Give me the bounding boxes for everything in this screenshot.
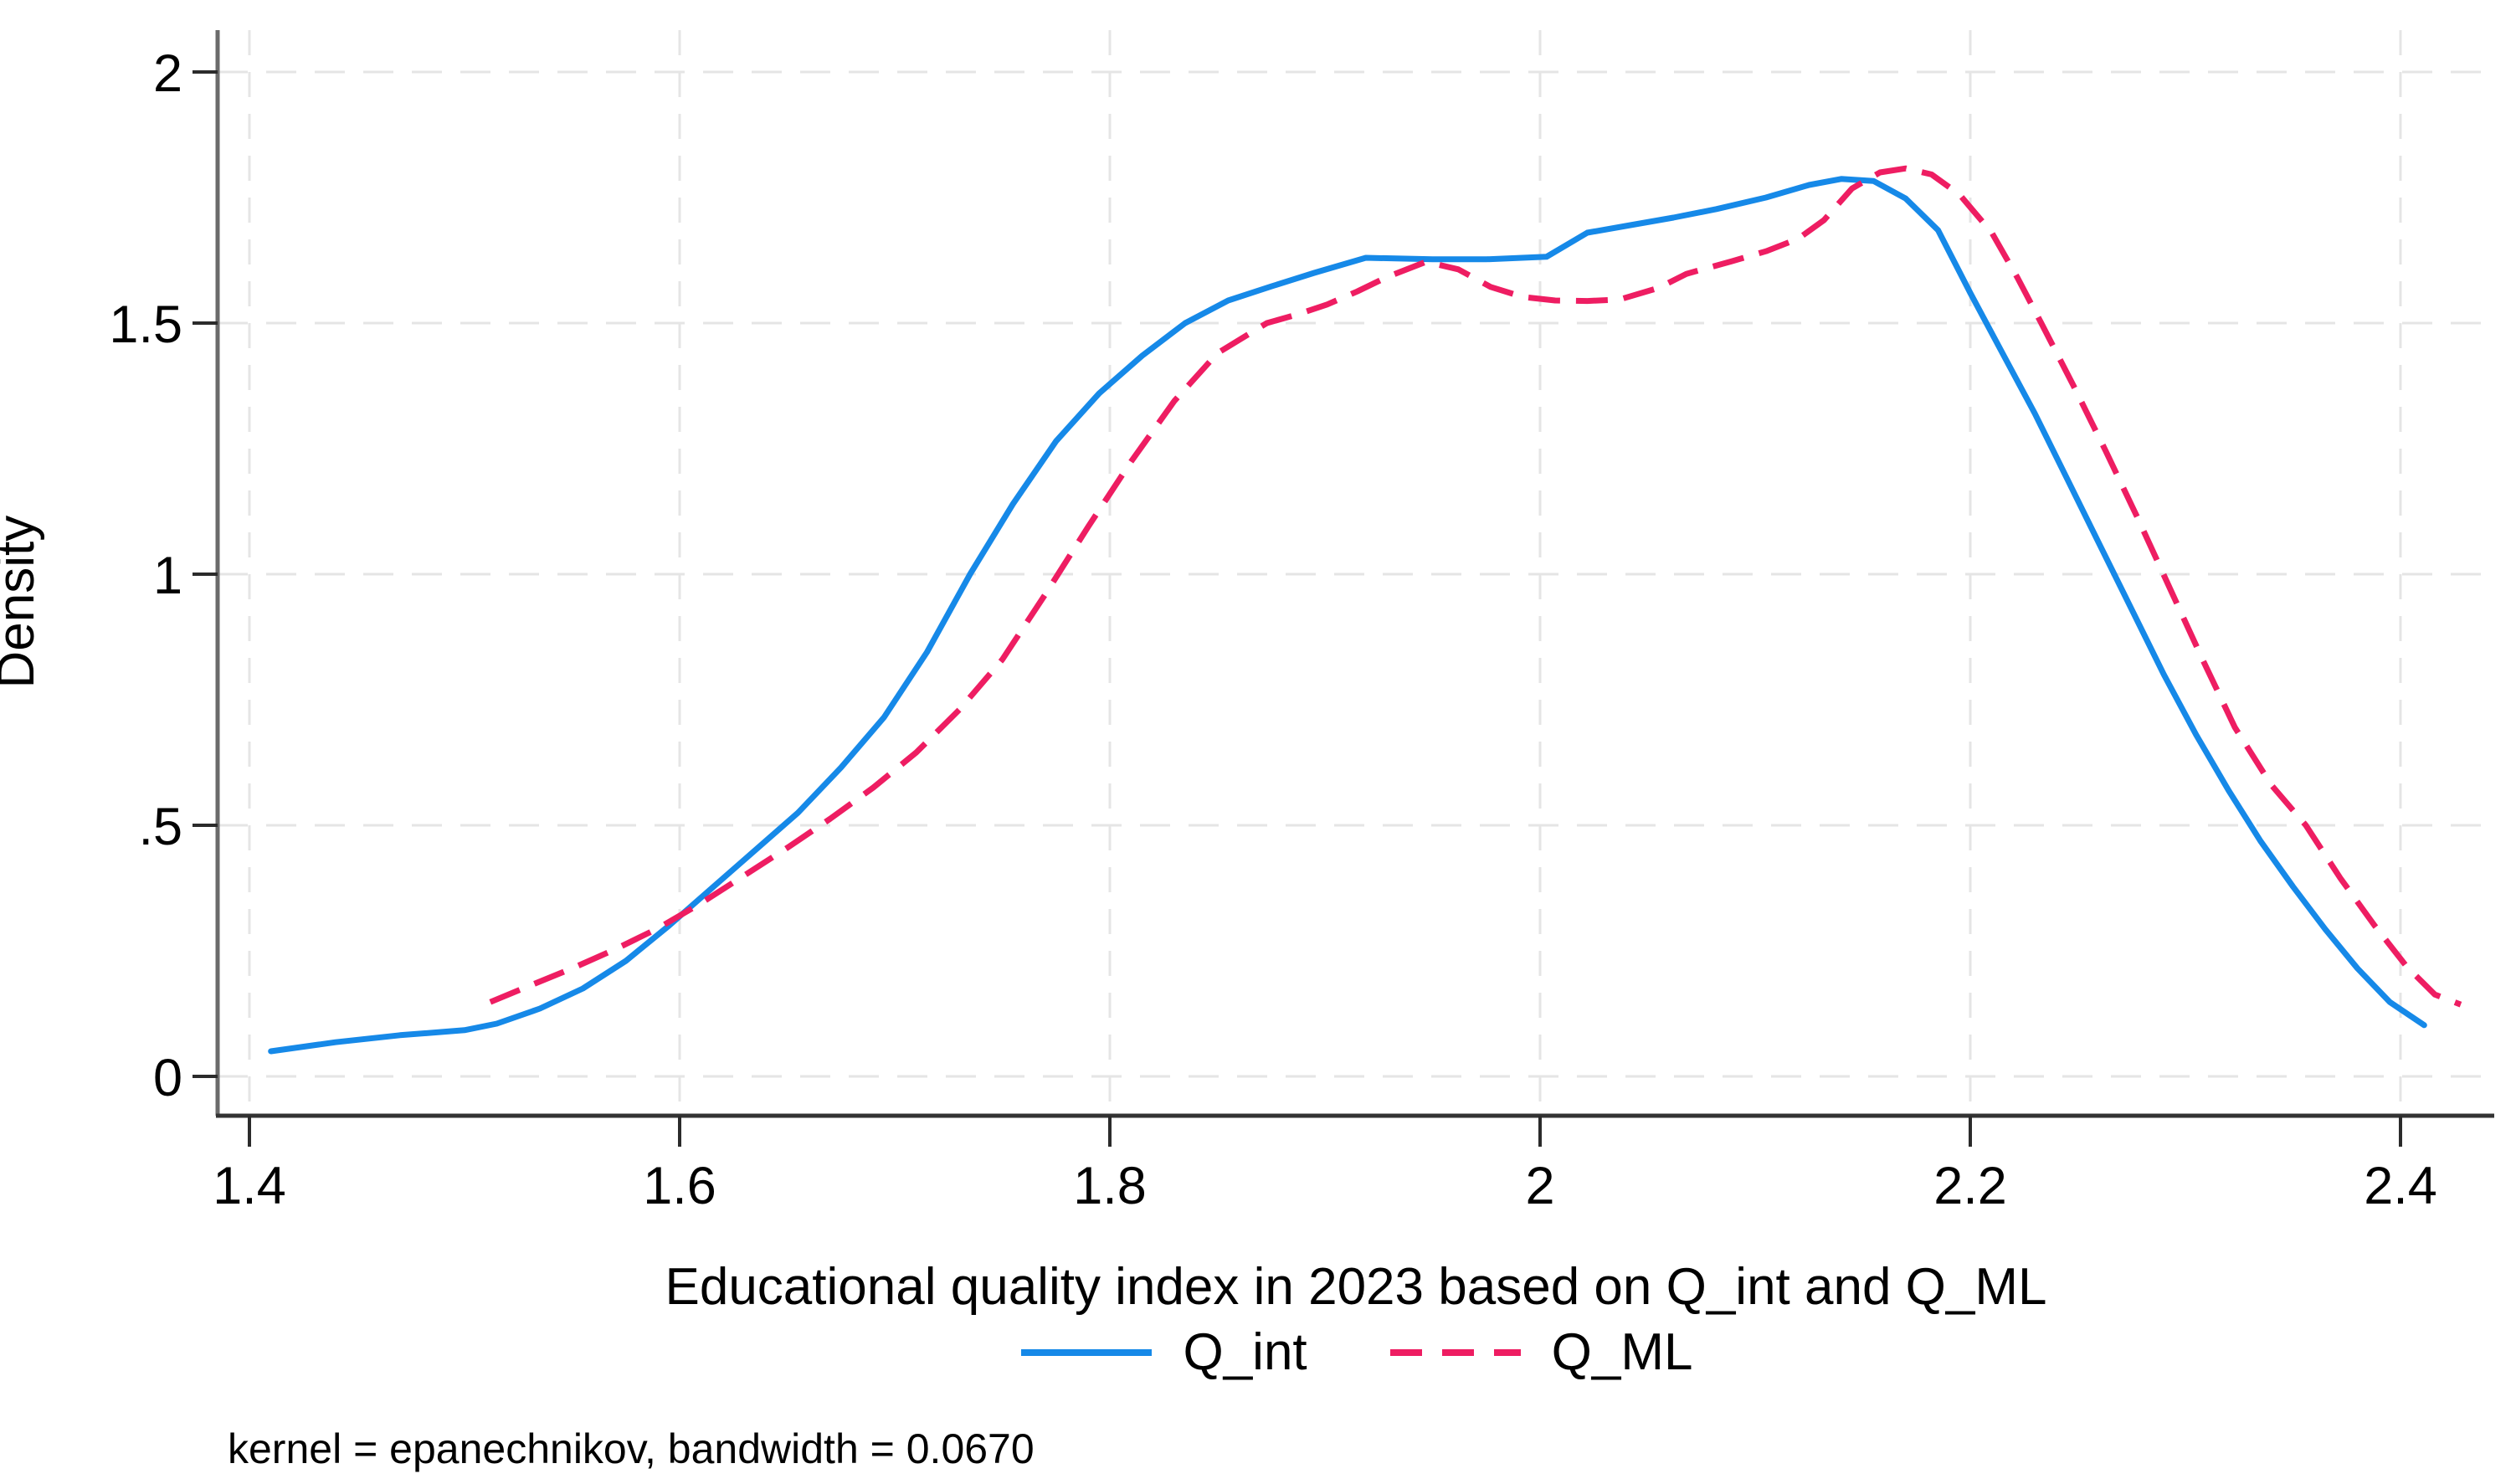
legend-item-q-int: Q_int [1019,1327,1307,1379]
x-tick-label: 1.4 [213,1157,286,1215]
x-tick-label: 2.4 [2364,1157,2437,1215]
y-tick-label: 1.5 [109,295,182,354]
y-tick-label: 1 [153,547,182,605]
q-ml-dashed-line-icon [1389,1349,1521,1356]
gridlines [218,30,2494,1116]
legend-item-q-ml: Q_ML [1388,1327,1693,1379]
legend-label-q-ml: Q_ML [1551,1323,1693,1381]
x-tick-labels: 1.4 1.6 1.8 2 2.2 2.4 [213,1157,2437,1215]
x-tick-label: 1.8 [1073,1157,1147,1215]
y-axis-title: Density [0,515,45,689]
tick-marks [193,70,2402,1147]
x-tick-label: 1.6 [643,1157,716,1215]
y-tick-label: .5 [138,798,182,856]
series-line-q_ml [489,165,2462,1008]
x-tick-label: 2 [1525,1157,1554,1215]
series-line-q_int [268,176,2427,1055]
x-tick-label: 2.2 [1933,1157,2007,1215]
x-axis-title: Educational quality index in 2023 based … [665,1258,2047,1316]
kernel-note: kernel = epanechnikov, bandwidth = 0.067… [228,1425,1035,1472]
legend-label-q-int: Q_int [1183,1323,1307,1381]
q-int-solid-line-icon [1021,1349,1153,1356]
y-tick-label: 2 [153,44,182,103]
legend: Q_int Q_ML [218,1321,2494,1384]
y-tick-labels: 0 .5 1 1.5 2 [109,44,182,1107]
y-tick-label: 0 [153,1049,182,1107]
